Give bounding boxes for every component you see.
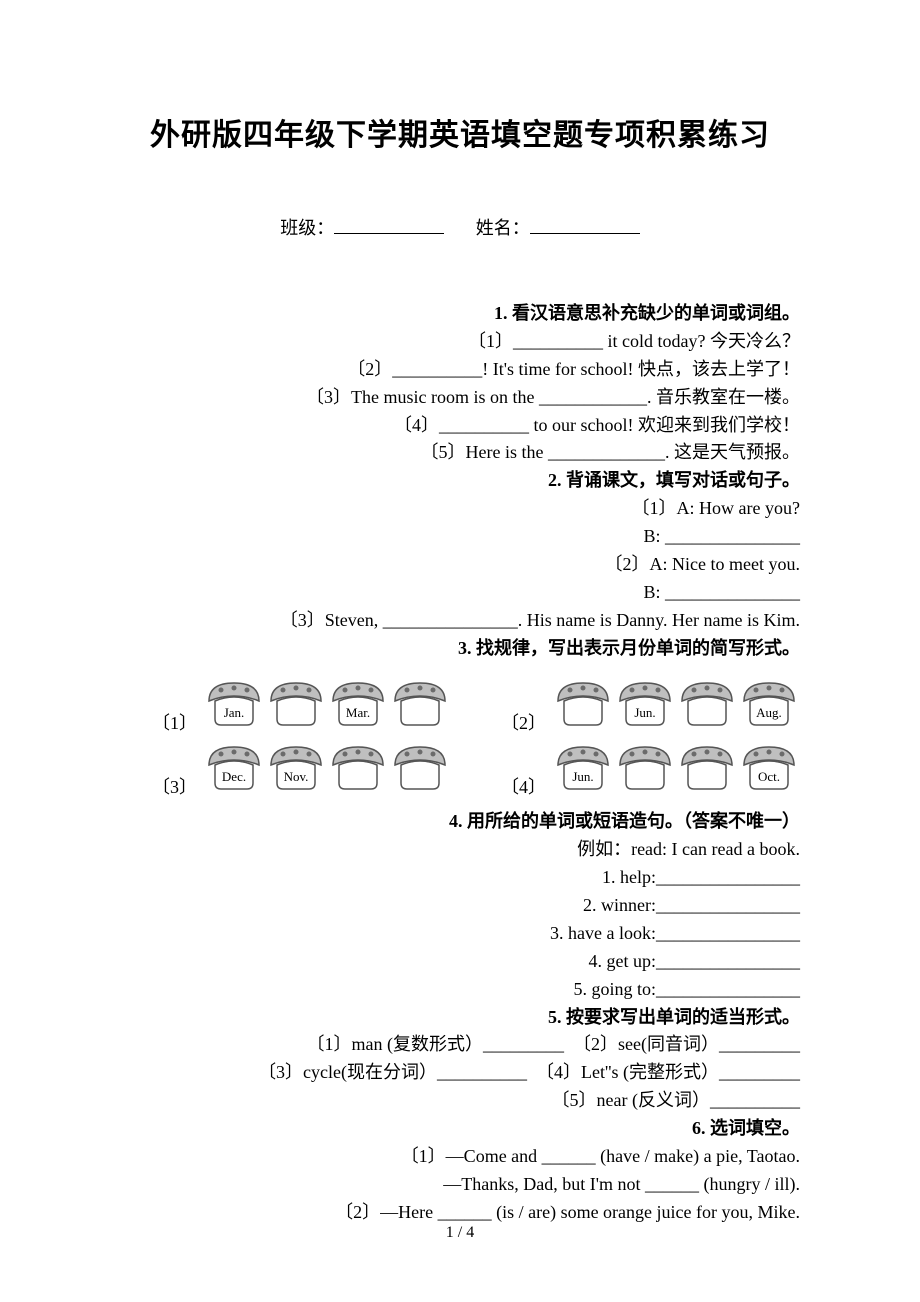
s2-line: 〔3〕Steven, _______________. His name is …: [120, 607, 800, 635]
mushroom-group: 〔1〕 Jan. Mar.: [152, 679, 451, 738]
s6-line: —Thanks, Dad, but I'm not ______ (hungry…: [120, 1171, 800, 1199]
svg-text:Jan.: Jan.: [224, 705, 245, 720]
group-index: 〔2〕: [501, 710, 546, 738]
section-4-heading: 4. 用所给的单词或短语造句。（答案不唯一）: [120, 808, 800, 836]
mushroom-icon: Mar.: [327, 679, 389, 738]
s1-line: 〔3〕The music room is on the ____________…: [120, 384, 800, 412]
section-5-heading: 5. 按要求写出单词的适当形式。: [120, 1004, 800, 1032]
mushroom-icon: Jan.: [203, 679, 265, 738]
svg-text:Jun.: Jun.: [572, 769, 593, 784]
content-body: 1. 看汉语意思补充缺少的单词或词组。 〔1〕__________ it col…: [120, 300, 800, 1227]
s1-line: 〔5〕Here is the _____________. 这是天气预报。: [120, 439, 800, 467]
section-2-heading: 2. 背诵课文，填写对话或句子。: [120, 467, 800, 495]
section-3-heading: 3. 找规律，写出表示月份单词的简写形式。: [120, 635, 800, 663]
s4-line: 3. have a look:________________: [120, 920, 800, 948]
mushroom-icon: [676, 743, 738, 802]
document-page: 外研版四年级下学期英语填空题专项积累练习 班级： 姓名： 1. 看汉语意思补充缺…: [0, 0, 920, 1302]
page-number: 1 / 4: [0, 1224, 920, 1242]
s2-line: B: _______________: [120, 523, 800, 551]
s5-line: 〔1〕man (复数形式）_________ 〔2〕see(同音词）______…: [120, 1031, 800, 1059]
mushroom-group: 〔2〕 Jun.: [501, 679, 800, 738]
s6-line: 〔2〕—Here ______ (is / are) some orange j…: [120, 1199, 800, 1227]
s5-line: 〔3〕cycle(现在分词）__________ 〔4〕Let''s (完整形式…: [120, 1059, 800, 1087]
svg-text:Dec.: Dec.: [222, 769, 246, 784]
mushroom-icon: Jun.: [552, 743, 614, 802]
mushroom-icon: Jun.: [614, 679, 676, 738]
section-6-heading: 6. 选词填空。: [120, 1115, 800, 1143]
mushroom-group: 〔3〕 Dec. Nov.: [152, 743, 451, 802]
name-blank: [530, 215, 640, 234]
mushroom-icon: [389, 743, 451, 802]
s2-line: 〔1〕A: How are you?: [120, 495, 800, 523]
s6-line: 〔1〕—Come and ______ (have / make) a pie,…: [120, 1143, 800, 1171]
s1-line: 〔2〕__________! It's time for school! 快点，…: [120, 356, 800, 384]
mushroom-icon: Aug.: [738, 679, 800, 738]
mushroom-icon: Nov.: [265, 743, 327, 802]
mushroom-group: 〔4〕 Jun.: [501, 743, 800, 802]
s4-line: 2. winner:________________: [120, 892, 800, 920]
s4-line: 1. help:________________: [120, 864, 800, 892]
s4-line: 5. going to:________________: [120, 976, 800, 1004]
s2-line: 〔2〕A: Nice to meet you.: [120, 551, 800, 579]
mushroom-grid: 〔1〕 Jan. Mar.: [120, 679, 800, 803]
s2-line: B: _______________: [120, 579, 800, 607]
page-title: 外研版四年级下学期英语填空题专项积累练习: [120, 110, 800, 154]
mushroom-icon: [552, 679, 614, 738]
group-index: 〔4〕: [501, 774, 546, 802]
svg-text:Nov.: Nov.: [284, 769, 309, 784]
group-index: 〔3〕: [152, 774, 197, 802]
mushroom-icon: [265, 679, 327, 738]
mushroom-icon: Dec.: [203, 743, 265, 802]
group-index: 〔1〕: [152, 710, 197, 738]
section-1-heading: 1. 看汉语意思补充缺少的单词或词组。: [120, 300, 800, 328]
mushroom-icon: [389, 679, 451, 738]
mushroom-icon: [327, 743, 389, 802]
s4-line: 4. get up:________________: [120, 948, 800, 976]
s1-line: 〔1〕__________ it cold today? 今天冷么？: [120, 328, 800, 356]
meta-row: 班级： 姓名：: [120, 214, 800, 240]
svg-text:Oct.: Oct.: [758, 769, 780, 784]
s1-line: 〔4〕__________ to our school! 欢迎来到我们学校！: [120, 412, 800, 440]
name-label: 姓名：: [476, 218, 530, 238]
s4-example: 例如：read: I can read a book.: [120, 836, 800, 864]
svg-text:Mar.: Mar.: [346, 705, 370, 720]
class-label: 班级：: [280, 218, 334, 238]
mushroom-icon: [614, 743, 676, 802]
svg-text:Jun.: Jun.: [634, 705, 655, 720]
svg-text:Aug.: Aug.: [756, 705, 782, 720]
mushroom-icon: Oct.: [738, 743, 800, 802]
mushroom-icon: [676, 679, 738, 738]
s5-line: 〔5〕near (反义词）__________: [120, 1087, 800, 1115]
class-blank: [334, 215, 444, 234]
